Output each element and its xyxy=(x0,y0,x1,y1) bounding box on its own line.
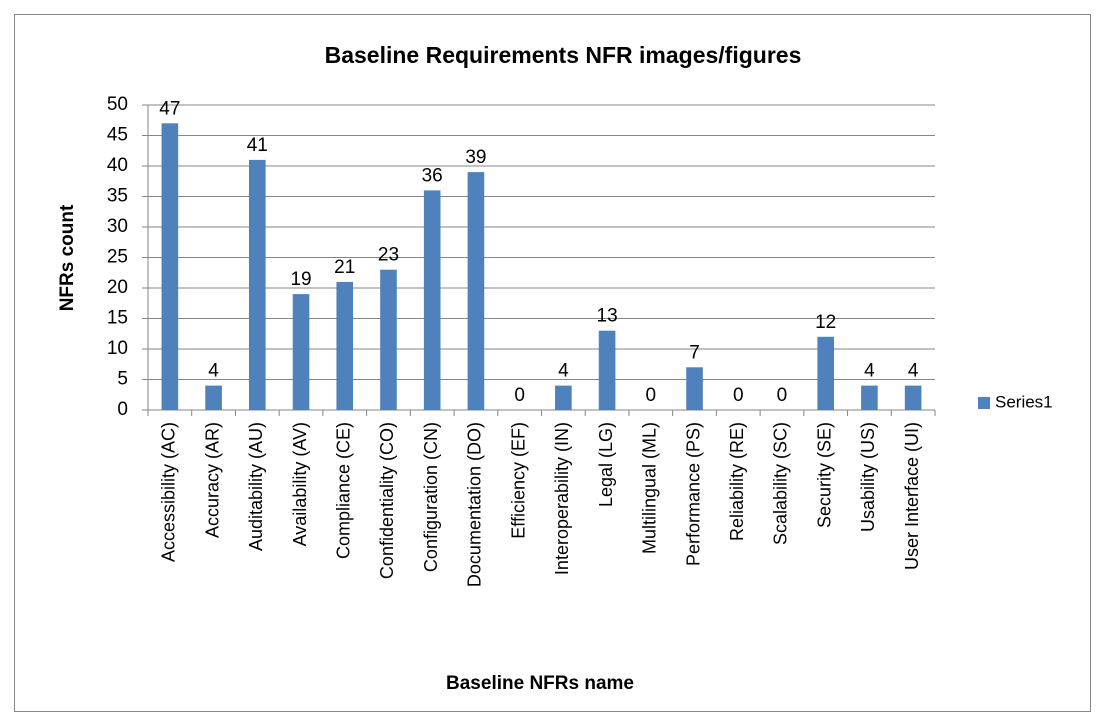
data-label: 7 xyxy=(689,342,700,363)
data-label: 4 xyxy=(864,361,875,382)
y-tick-label: 35 xyxy=(107,186,128,207)
y-tick-label: 50 xyxy=(107,94,128,115)
legend-swatch xyxy=(978,397,990,409)
data-label: 23 xyxy=(378,245,399,266)
x-tick-label: Security (SE) xyxy=(814,422,834,528)
chart-title: Baseline Requirements NFR images/figures xyxy=(325,42,802,68)
y-tick-label: 30 xyxy=(107,216,128,237)
data-label: 4 xyxy=(558,361,569,382)
bar xyxy=(292,294,310,410)
x-tick-label: Interoperability (IN) xyxy=(552,422,572,575)
bar xyxy=(161,123,179,411)
x-tick-label: Multilingual (ML) xyxy=(640,422,660,554)
y-axis-title: NFRs count xyxy=(57,204,78,311)
bar xyxy=(336,281,354,410)
data-label: 4 xyxy=(208,361,219,382)
data-label: 0 xyxy=(514,385,525,406)
bar xyxy=(380,269,397,410)
y-tick-label: 40 xyxy=(107,155,128,176)
x-axis-title: Baseline NFRs name xyxy=(446,673,634,694)
x-tick-label: Auditability (AU) xyxy=(246,422,266,551)
x-tick-label: Configuration (CN) xyxy=(421,422,441,572)
y-tick-label: 20 xyxy=(107,277,128,298)
data-label: 4 xyxy=(908,361,919,382)
x-tick-label: User Interface (UI) xyxy=(902,422,922,570)
bar xyxy=(205,385,222,410)
bar xyxy=(423,190,441,410)
bar xyxy=(904,385,922,410)
bar xyxy=(686,367,703,410)
x-tick-label: Accuracy (AR) xyxy=(202,422,222,538)
y-tick-label: 45 xyxy=(107,125,128,146)
y-tick-label: 15 xyxy=(107,308,128,329)
x-tick-label: Efficiency (EF) xyxy=(508,422,528,539)
legend-label: Series1 xyxy=(995,392,1053,411)
x-tick-label: Availability (AV) xyxy=(290,422,310,546)
data-label: 41 xyxy=(247,135,268,156)
x-tick-label: Confidentiality (CO) xyxy=(377,422,397,579)
x-tick-label: Compliance (CE) xyxy=(334,422,354,559)
x-tick-label: Documentation (DO) xyxy=(465,422,485,587)
data-label: 19 xyxy=(290,269,311,290)
bar xyxy=(598,330,616,410)
y-tick-label: 10 xyxy=(107,338,128,359)
data-label: 0 xyxy=(733,385,744,406)
data-label: 0 xyxy=(777,385,788,406)
bar xyxy=(817,336,835,410)
x-tick-label: Usability (US) xyxy=(858,422,878,532)
data-label: 39 xyxy=(465,147,486,168)
y-tick-label: 25 xyxy=(107,247,128,268)
data-label: 47 xyxy=(159,98,180,119)
bar xyxy=(467,172,485,410)
bar xyxy=(555,385,572,410)
y-tick-label: 0 xyxy=(117,399,128,420)
x-tick-label: Accessibility (AC) xyxy=(159,422,179,562)
data-label: 36 xyxy=(422,165,443,186)
x-tick-label: Legal (LG) xyxy=(596,422,616,507)
x-tick-label: Reliability (RE) xyxy=(727,422,747,541)
data-label: 13 xyxy=(597,306,618,327)
y-tick-label: 5 xyxy=(117,369,128,390)
data-label: 21 xyxy=(334,257,355,278)
data-label: 12 xyxy=(815,312,836,333)
x-tick-label: Scalability (SC) xyxy=(771,422,791,545)
chart-frame xyxy=(14,14,1091,712)
data-label: 0 xyxy=(646,385,657,406)
bar xyxy=(861,385,878,410)
bar xyxy=(248,159,266,410)
x-tick-label: Performance (PS) xyxy=(683,422,703,566)
